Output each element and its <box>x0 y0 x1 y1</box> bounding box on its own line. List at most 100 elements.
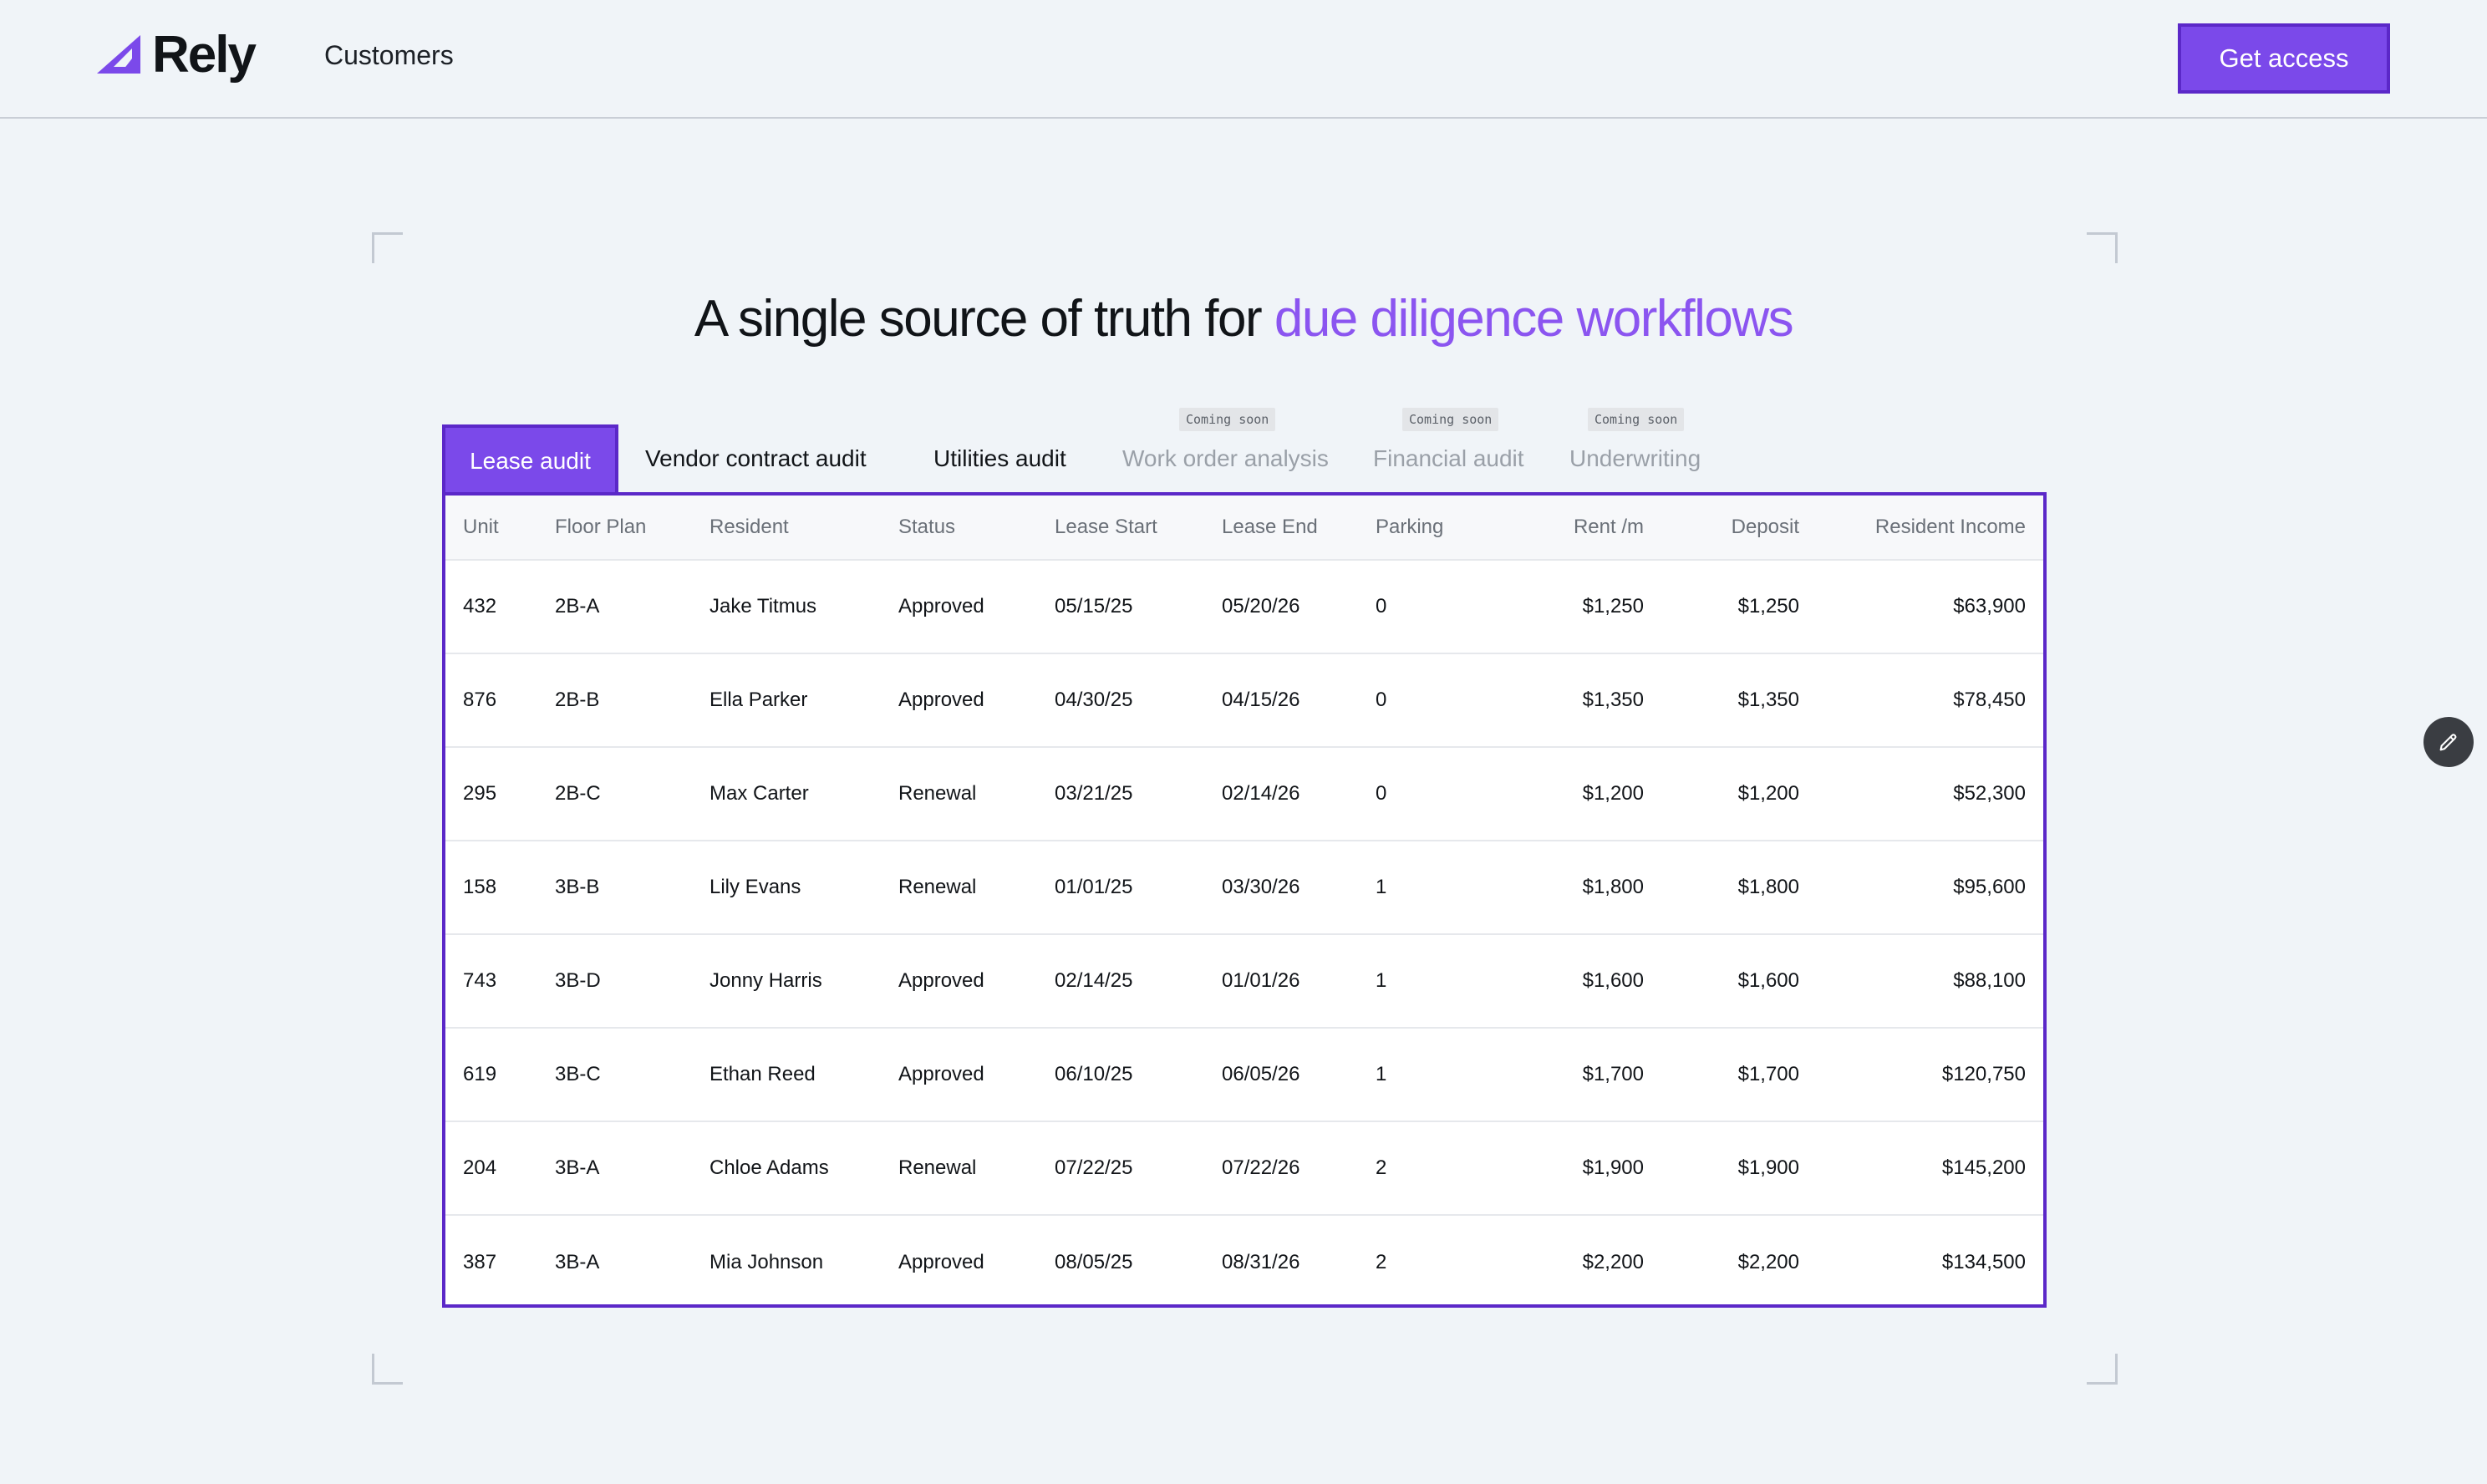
cell-lease-start: 06/10/25 <box>1055 1063 1133 1085</box>
tab-utilities-audit[interactable]: Utilities audit <box>933 445 1066 471</box>
coming-soon-badge: Coming soon <box>1179 408 1276 431</box>
table-row[interactable]: 432 2B-A Jake Titmus Approved 05/15/25 05/20/… <box>445 561 2043 654</box>
edit-button[interactable] <box>2423 717 2474 767</box>
cell-status: Approved <box>898 1063 984 1085</box>
cell-rent: $1,800 <box>1582 876 1644 898</box>
column-header-unit: Unit <box>463 516 499 538</box>
cell-status: Approved <box>898 969 984 992</box>
table-row[interactable]: 158 3B-B Lily Evans Renewal 01/01/25 03/30/26… <box>445 841 2043 935</box>
table-row[interactable]: 295 2B-C Max Carter Renewal 03/21/25 02/14/26… <box>445 748 2043 841</box>
cell-resident: Jake Titmus <box>709 595 817 617</box>
cell-unit: 204 <box>463 1156 497 1179</box>
table-row[interactable]: 387 3B-A Mia Johnson Approved 08/05/25 08/31/… <box>445 1216 2043 1304</box>
cell-lease-end: 03/30/26 <box>1222 876 1300 898</box>
tab-lease-audit[interactable]: Lease audit <box>442 424 618 495</box>
cell-deposit: $1,350 <box>1737 689 1799 711</box>
cell-status: Renewal <box>898 876 977 898</box>
pencil-icon <box>2439 734 2457 751</box>
corner-bracket-bottom-left <box>372 1354 403 1385</box>
rely-logo[interactable]: Rely <box>95 25 257 84</box>
cell-status: Approved <box>898 689 984 711</box>
cell-unit: 743 <box>463 969 497 992</box>
table-row[interactable]: 619 3B-C Ethan Reed Approved 06/10/25 06/05/2… <box>445 1029 2043 1122</box>
cell-resident-income: $95,600 <box>1953 876 2026 898</box>
cell-rent: $1,200 <box>1582 782 1644 805</box>
cell-floor-plan: 3B-A <box>555 1251 600 1273</box>
cell-resident: Jonny Harris <box>709 969 822 992</box>
cell-rent: $1,600 <box>1582 969 1644 992</box>
cell-rent: $1,700 <box>1582 1063 1644 1085</box>
cell-lease-end: 06/05/26 <box>1222 1063 1300 1085</box>
cell-floor-plan: 2B-B <box>555 689 600 711</box>
cell-resident: Mia Johnson <box>709 1251 824 1273</box>
cell-lease-end: 05/20/26 <box>1222 595 1300 617</box>
cell-lease-start: 03/21/25 <box>1055 782 1133 805</box>
cell-resident: Chloe Adams <box>709 1156 829 1179</box>
table-row[interactable]: 876 2B-B Ella Parker Approved 04/30/25 04/15/… <box>445 654 2043 748</box>
cell-parking: 0 <box>1376 595 1387 617</box>
cell-lease-end: 02/14/26 <box>1222 782 1300 805</box>
cell-deposit: $1,600 <box>1737 969 1799 992</box>
table-row[interactable]: 743 3B-D Jonny Harris Approved 02/14/25 01/01… <box>445 935 2043 1029</box>
lease-audit-table: Unit Floor Plan Resident Status Lease St… <box>442 492 2047 1308</box>
cell-unit: 619 <box>463 1063 497 1085</box>
column-header-parking: Parking <box>1376 516 1444 538</box>
cell-resident: Ethan Reed <box>709 1063 816 1085</box>
tab-work-order-analysis: Work order analysis <box>1122 445 1329 471</box>
cell-status: Approved <box>898 1251 984 1273</box>
cell-floor-plan: 3B-C <box>555 1063 601 1085</box>
cell-parking: 0 <box>1376 689 1387 711</box>
column-header-deposit: Deposit <box>1731 516 1799 538</box>
column-header-status: Status <box>898 516 956 538</box>
cell-lease-start: 04/30/25 <box>1055 689 1133 711</box>
cell-deposit: $1,900 <box>1737 1156 1799 1179</box>
cell-lease-start: 05/15/25 <box>1055 595 1133 617</box>
cell-resident: Max Carter <box>709 782 809 805</box>
column-header-lease-start: Lease Start <box>1055 516 1157 538</box>
cell-resident-income: $52,300 <box>1953 782 2026 805</box>
brand-name: Rely <box>152 25 257 84</box>
cell-status: Renewal <box>898 782 977 805</box>
cell-floor-plan: 3B-D <box>555 969 601 992</box>
cell-unit: 387 <box>463 1251 497 1273</box>
cell-lease-end: 07/22/26 <box>1222 1156 1300 1179</box>
column-header-resident-income: Resident Income <box>1874 516 2026 538</box>
cell-parking: 1 <box>1376 876 1387 898</box>
cell-lease-end: 01/01/26 <box>1222 969 1300 992</box>
cell-parking: 0 <box>1376 782 1387 805</box>
cell-parking: 2 <box>1376 1251 1387 1273</box>
cell-deposit: $1,250 <box>1737 595 1799 617</box>
cell-deposit: $1,700 <box>1737 1063 1799 1085</box>
cell-unit: 158 <box>463 876 497 898</box>
nav-link-customers[interactable]: Customers <box>324 40 454 70</box>
tab-vendor-contract-audit[interactable]: Vendor contract audit <box>645 445 867 471</box>
table-row[interactable]: 204 3B-A Chloe Adams Renewal 07/22/25 07/22/2… <box>445 1122 2043 1216</box>
site-header: Rely Customers Get access <box>0 0 2487 119</box>
cell-floor-plan: 2B-C <box>555 782 601 805</box>
cell-floor-plan: 2B-A <box>555 595 600 617</box>
cell-rent: $1,350 <box>1582 689 1644 711</box>
cell-lease-end: 04/15/26 <box>1222 689 1300 711</box>
cell-lease-start: 01/01/25 <box>1055 876 1133 898</box>
column-header-resident: Resident <box>709 516 789 538</box>
cell-deposit: $2,200 <box>1737 1251 1799 1273</box>
cell-resident-income: $63,900 <box>1953 595 2026 617</box>
cell-lease-start: 07/22/25 <box>1055 1156 1133 1179</box>
cell-floor-plan: 3B-B <box>555 876 600 898</box>
cell-lease-end: 08/31/26 <box>1222 1251 1300 1273</box>
cell-lease-start: 08/05/25 <box>1055 1251 1133 1273</box>
cell-parking: 1 <box>1376 1063 1387 1085</box>
page-headline: A single source of truth for due diligen… <box>0 289 2487 348</box>
headline-accent: due diligence workflows <box>1274 290 1794 348</box>
cell-unit: 876 <box>463 689 497 711</box>
corner-bracket-top-left <box>372 232 403 263</box>
cell-lease-start: 02/14/25 <box>1055 969 1133 992</box>
cell-status: Approved <box>898 595 984 617</box>
coming-soon-badge: Coming soon <box>1402 408 1499 431</box>
rely-logo-mark-icon <box>97 35 140 74</box>
cell-resident-income: $134,500 <box>1941 1251 2026 1273</box>
get-access-button[interactable]: Get access <box>2178 23 2390 94</box>
cell-rent: $2,200 <box>1582 1251 1644 1273</box>
headline-lead: A single source of truth for <box>694 290 1274 348</box>
table-header-row: Unit Floor Plan Resident Status Lease St… <box>445 496 2043 561</box>
